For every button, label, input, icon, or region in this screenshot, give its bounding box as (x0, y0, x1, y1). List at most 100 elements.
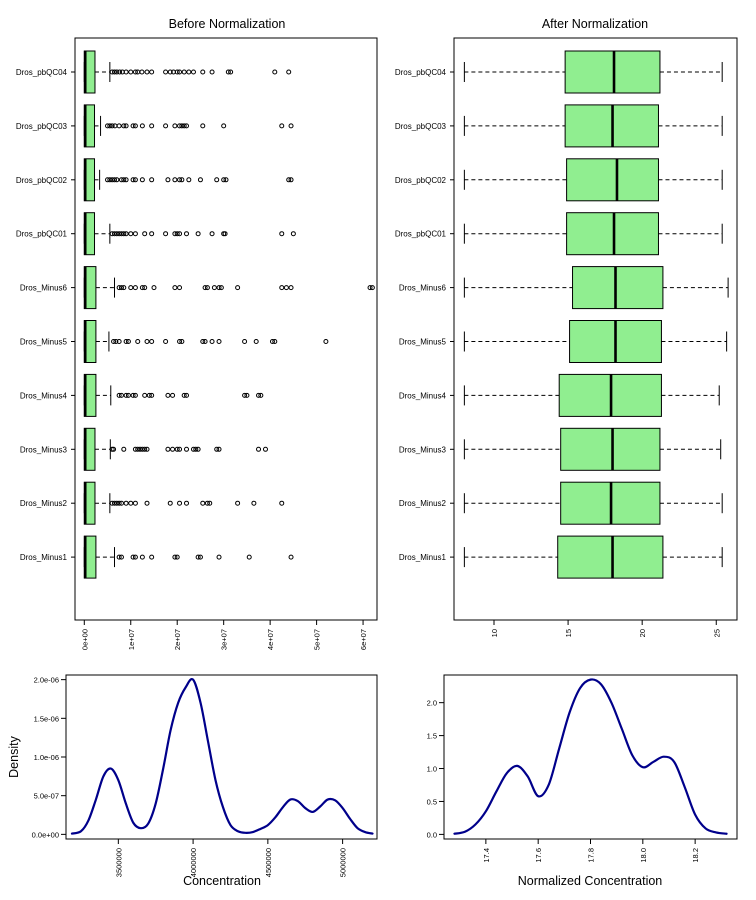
outlier-point (172, 123, 178, 129)
outlier-point (144, 500, 150, 506)
category-label: Dros_Minus4 (399, 391, 447, 400)
outlier-point (121, 285, 127, 291)
outlier-point (163, 231, 169, 237)
outlier-point (123, 177, 129, 183)
outlier-point (135, 446, 141, 452)
category-label: Dros_pbQC04 (395, 68, 447, 77)
outlier-point (272, 339, 278, 344)
outlier-point (114, 231, 120, 237)
before-plot-frame (74, 37, 378, 621)
before-box-Dros_Minus3 (83, 427, 268, 471)
outlier-point (200, 69, 206, 75)
outlier-point (279, 500, 285, 506)
outlier-point (221, 177, 227, 183)
outlier-point (116, 285, 122, 291)
category-label: Dros_Minus6 (20, 284, 68, 293)
normalized-density-y-axis: 0.0 0.5 1.0 1.5 2.0 (427, 699, 444, 839)
outlier-point (172, 554, 178, 560)
outlier-point (105, 177, 111, 183)
after-box-Dros_Minus5 (463, 320, 728, 363)
outlier-point (125, 392, 131, 398)
outlier-point (222, 231, 228, 237)
outlier-point (116, 123, 122, 129)
outlier-point (216, 554, 222, 560)
outlier-point (111, 446, 117, 452)
outlier-point (174, 446, 180, 452)
outlier-point (170, 446, 176, 452)
outlier-point (200, 500, 206, 506)
outlier-point (111, 231, 117, 237)
outlier-point (109, 231, 115, 237)
outlier-point (177, 231, 183, 237)
outlier-point (165, 392, 171, 398)
after-box-Dros_Minus1 (463, 535, 723, 579)
before-box-Dros_Minus6 (83, 266, 375, 310)
x-tick-label: 17.4 (482, 848, 491, 863)
outlier-point (118, 392, 124, 398)
outlier-point (118, 285, 124, 291)
x-tick-label: 1e+07 (127, 629, 136, 650)
category-label: Dros_pbQC01 (395, 230, 447, 239)
after-value-axis: 10 15 20 25 (490, 620, 721, 637)
outlier-point (167, 500, 173, 506)
outlier-point (121, 123, 127, 129)
outlier-point (369, 285, 375, 291)
outlier-point (109, 123, 115, 129)
outlier-point (272, 69, 278, 75)
before-chart-title: Before Normalization (169, 17, 286, 31)
outlier-point (135, 339, 141, 344)
before-box-Dros_pbQC03 (83, 104, 294, 148)
x-tick-label: 5e+07 (313, 629, 322, 650)
outlier-point (142, 231, 148, 237)
outlier-point (128, 285, 134, 291)
category-label: Dros_pbQC03 (395, 122, 447, 131)
outlier-point (109, 500, 115, 506)
outlier-point (128, 500, 134, 506)
outlier-point (256, 392, 262, 398)
outlier-point (132, 231, 138, 237)
raw-density-x-label: Concentration (183, 874, 261, 888)
outlier-point (132, 285, 138, 291)
x-tick-label: 25 (712, 629, 721, 637)
outlier-point (132, 123, 138, 129)
outlier-point (207, 500, 213, 506)
outlier-point (130, 554, 136, 560)
outlier-point (151, 285, 157, 291)
outlier-point (118, 500, 124, 506)
x-tick-label: 20 (638, 629, 647, 637)
x-tick-label: 18.2 (691, 848, 700, 863)
outlier-point (130, 177, 136, 183)
outlier-point (144, 446, 150, 452)
outlier-point (149, 69, 155, 75)
category-label: Dros_pbQC02 (16, 176, 68, 185)
outlier-point (253, 339, 259, 344)
category-label: Dros_Minus5 (399, 338, 447, 347)
outlier-point (177, 177, 183, 183)
outlier-point (197, 554, 203, 560)
outlier-point (200, 123, 206, 129)
outlier-point (209, 69, 215, 75)
after-normalization-panel: After Normalization Dros_pbQC04Dros_pbQC… (395, 17, 738, 637)
outlier-point (288, 554, 294, 560)
outlier-point (290, 231, 296, 237)
outlier-point (288, 285, 294, 291)
outlier-point (142, 285, 148, 291)
after-box-Dros_pbQC01 (463, 212, 723, 256)
outlier-point (177, 500, 183, 506)
outlier-point (181, 392, 187, 398)
before-box-Dros_pbQC01 (83, 212, 296, 256)
after-plot-frame (453, 37, 738, 621)
outlier-point (283, 285, 289, 291)
outlier-point (195, 446, 201, 452)
outlier-point (139, 554, 145, 560)
outlier-point (118, 231, 124, 237)
outlier-point (179, 339, 185, 344)
raw-density-y-label: Density (7, 735, 21, 777)
outlier-point (202, 339, 208, 344)
outlier-point (228, 69, 234, 75)
before-box-Dros_Minus1 (83, 535, 294, 579)
box-iqr (557, 535, 664, 579)
outlier-point (139, 446, 145, 452)
outlier-point (113, 339, 119, 344)
outlier-point (149, 554, 155, 560)
